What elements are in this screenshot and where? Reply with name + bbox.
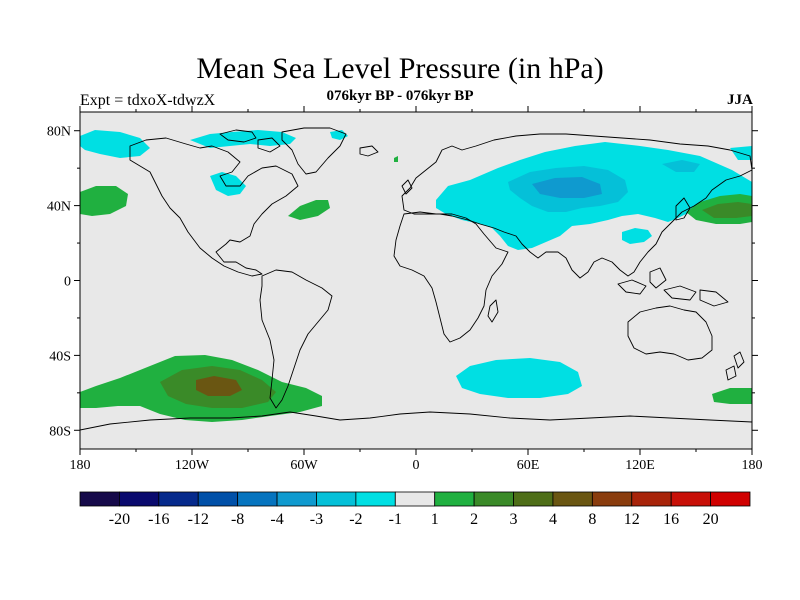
arctic-low-anomaly: [80, 130, 752, 160]
colorbar-label: -8: [231, 511, 244, 528]
southern-ocean-low-anomaly: [456, 358, 582, 398]
colorbar-box: [591, 491, 633, 507]
colorbar-box: [119, 491, 160, 507]
colorbar-labels: -20 -16 -12 -8 -4 -3 -2 -1 1 2 3 4 8 12 16 20: [109, 511, 719, 528]
colorbar-label: -4: [270, 511, 283, 528]
lon-tick-label: 120W: [175, 458, 210, 473]
colorbar-box: [355, 491, 396, 507]
plot-subtitle: 076kyr BP - 076kyr BP: [326, 88, 474, 104]
colorbar-box: [276, 491, 317, 507]
colorbar-label: 4: [549, 511, 557, 528]
colorbar-box: [394, 491, 436, 507]
lon-tick-label: 60W: [290, 458, 318, 473]
colorbar-box: [631, 491, 672, 507]
colorbar-box: [434, 491, 475, 507]
season-label: JJA: [727, 92, 753, 108]
lat-tick-label: 40N: [47, 200, 71, 215]
siberia-low-anomaly: [210, 142, 752, 250]
lon-tick-label: 180: [742, 458, 763, 473]
colorbar-label: 1: [431, 511, 439, 528]
map-panel: 80N 40N 0 40S 80S 180 120W 60W 0 60E 120E 180: [47, 106, 763, 473]
lon-tick-label: 180: [70, 458, 91, 473]
colorbar-label: -16: [148, 511, 169, 528]
colorbar-box: [316, 491, 357, 507]
colorbar-label: -1: [389, 511, 402, 528]
colorbar-box: [710, 491, 751, 507]
colorbar: -20 -16 -12 -8 -4 -3 -2 -1 1 2 3 4 8 12 16 20: [79, 491, 751, 528]
experiment-label: Expt = tdxoX-tdwzX: [80, 92, 216, 109]
lon-tick-label: 120E: [625, 458, 655, 473]
small-features: [394, 156, 398, 162]
coastlines: [80, 127, 752, 431]
colorbar-box: [473, 491, 514, 507]
colorbar-label: -2: [349, 511, 362, 528]
lat-tick-label: 0: [64, 275, 71, 290]
lat-tick-label: 40S: [49, 349, 71, 364]
colorbar-box: [197, 491, 239, 507]
lon-tick-label: 60E: [517, 458, 540, 473]
lat-tick-label: 80S: [49, 424, 71, 439]
colorbar-boxes: [79, 491, 751, 507]
colorbar-label: 8: [588, 511, 596, 528]
colorbar-label: 2: [470, 511, 478, 528]
north-atlantic-high-anomaly: [288, 200, 330, 220]
colorbar-label: 16: [663, 511, 679, 528]
lon-tick-label: 0: [413, 458, 420, 473]
colorbar-box: [552, 491, 593, 507]
colorbar-label: 12: [624, 511, 640, 528]
south-pacific-high-anomaly: [80, 355, 752, 422]
north-pacific-high-anomaly: [80, 186, 752, 224]
colorbar-label: 3: [510, 511, 518, 528]
plot-title: Mean Sea Level Pressure (in hPa): [196, 52, 604, 85]
anomaly-fields: [80, 130, 752, 422]
colorbar-box: [513, 491, 554, 507]
colorbar-label: 20: [703, 511, 719, 528]
colorbar-box: [237, 491, 278, 507]
colorbar-label: -20: [109, 511, 130, 528]
map-ticks: [74, 106, 758, 455]
lat-tick-label: 80N: [47, 125, 71, 140]
colorbar-box: [79, 491, 120, 507]
map-tick-labels: 80N 40N 0 40S 80S 180 120W 60W 0 60E 120E 180: [47, 125, 763, 473]
colorbar-label: -12: [188, 511, 209, 528]
colorbar-box: [670, 491, 711, 507]
colorbar-box: [158, 491, 199, 507]
colorbar-label: -3: [310, 511, 323, 528]
